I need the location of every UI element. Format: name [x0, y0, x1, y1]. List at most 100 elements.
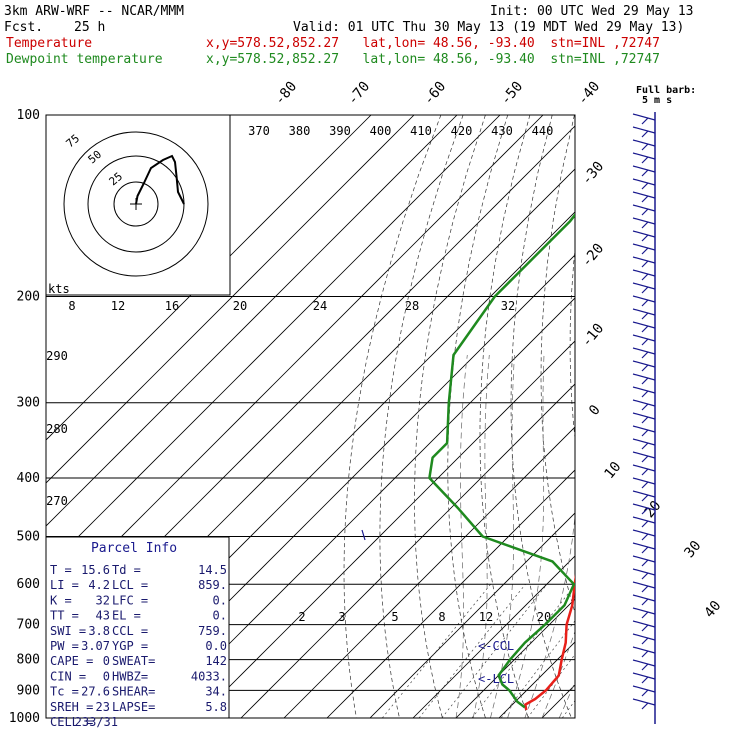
- wind-barb: [632, 555, 656, 563]
- moist-adiabat: [594, 355, 740, 718]
- parcel-row-label: LI =: [50, 578, 79, 592]
- ccl-label: <-CCL: [478, 639, 514, 653]
- dewpoint-station-info: x,y=578.52,852.27 lat,lon= 48.56, -93.40…: [206, 52, 660, 67]
- moist-adiabat: [507, 354, 545, 718]
- wind-barb: [632, 204, 656, 212]
- wind-barb: [632, 126, 656, 134]
- moist-adiabat: [455, 354, 468, 718]
- wind-barb: [632, 633, 656, 641]
- wind-barb: [632, 308, 656, 316]
- pressure-label-300: 300: [17, 396, 40, 411]
- theta-label-430: 430: [491, 124, 513, 138]
- dry-adiabat: [728, 115, 740, 731]
- wind-barb: [632, 217, 656, 225]
- parcel-row-label: K =: [50, 593, 72, 607]
- mixing-ratio-line: [418, 583, 526, 718]
- parcel-row-label2: LFC =: [112, 593, 148, 607]
- isotherm-line: [412, 555, 575, 718]
- barb-legend: Full barb:: [636, 85, 696, 96]
- wind-barb: [632, 568, 656, 576]
- parcel-row-value2: 14.5: [198, 563, 227, 577]
- pressure-label-900: 900: [17, 683, 40, 698]
- isotherm-line: [154, 297, 575, 718]
- dry-adiabat: [703, 115, 740, 731]
- parcel-row-value: 233/31: [75, 715, 118, 729]
- wind-barb: [632, 438, 656, 446]
- dry-adiabat: [414, 115, 486, 718]
- wind-barb: [632, 698, 656, 706]
- parcel-row-label: SWI =: [50, 624, 86, 638]
- wind-barb: [632, 256, 656, 264]
- isotherm-label--40: -40: [575, 79, 604, 109]
- valid-time: Valid: 01 UTC Thu 30 May 13 (19 MDT Wed …: [293, 20, 685, 35]
- pressure-label-200: 200: [17, 290, 40, 305]
- wind-barb-flag: [641, 182, 649, 190]
- isotherm-label-30: 30: [681, 538, 704, 561]
- wind-barb-flag: [641, 689, 649, 697]
- isotherm-label-40: 40: [701, 598, 724, 621]
- wind-barb: [632, 178, 656, 186]
- parcel-row-value: 32: [96, 593, 110, 607]
- wind-barb-flag: [641, 364, 649, 372]
- hodograph-speed-label-20: 20: [233, 299, 247, 313]
- isotherm-line: [240, 383, 575, 718]
- pressure-label-800: 800: [17, 653, 40, 668]
- wind-barb-flag: [641, 520, 649, 528]
- wind-barb-flag: [641, 637, 649, 645]
- parcel-row-value: 3.8: [88, 624, 110, 638]
- wind-barb-flag: [641, 351, 649, 359]
- wind-barb-flag: [641, 624, 649, 632]
- theta-label-400: 400: [370, 124, 392, 138]
- theta-label-390: 390: [329, 124, 351, 138]
- hodograph-speed-label-12: 12: [111, 299, 125, 313]
- wind-barb-flag: [641, 377, 649, 385]
- wind-barb: [632, 295, 656, 303]
- mixing-ratio-line: [527, 653, 575, 718]
- parcel-row-label: CELL =: [50, 715, 93, 729]
- pressure-label-600: 600: [17, 577, 40, 592]
- wind-barb: [632, 646, 656, 654]
- isotherm-label-0: 0: [586, 402, 604, 419]
- parcel-row-value2: 4033.: [191, 669, 227, 683]
- isotherm-line: [455, 598, 575, 718]
- parcel-row-value2: 0.: [213, 609, 227, 623]
- parcel-row-label: Tc =: [50, 685, 79, 699]
- isotherm-line: [658, 87, 740, 730]
- hodograph-speed-label-8: 8: [68, 299, 75, 313]
- wind-barb: [632, 386, 656, 394]
- parcel-row-label2: Td =: [112, 563, 141, 577]
- wind-barb-flag: [641, 169, 649, 177]
- barb-legend-units: 5 m s: [642, 95, 672, 106]
- isotherm-line: [46, 115, 372, 441]
- lcl-label: <-LCL: [478, 672, 514, 686]
- wind-barb: [632, 620, 656, 628]
- parcel-row-value2: 5.8: [205, 700, 227, 714]
- pressure-label-500: 500: [17, 529, 40, 544]
- wind-barb: [632, 672, 656, 680]
- wind-barb-flag: [641, 455, 649, 463]
- mixing-ratio-label-2: 2: [298, 610, 305, 624]
- dry-adiabat: [540, 115, 575, 614]
- isotherm-line: [197, 340, 575, 718]
- moist-adiabat: [472, 354, 490, 718]
- parcel-info-title: Parcel Info: [91, 541, 177, 556]
- wind-barb: [632, 451, 656, 459]
- wind-barb: [632, 425, 656, 433]
- wind-barb-flag: [641, 338, 649, 346]
- wind-barb-flag: [641, 195, 649, 203]
- wind-barb-flag: [641, 143, 649, 151]
- wind-barb: [632, 152, 656, 160]
- isotherm-line: [283, 426, 575, 718]
- wind-barb-flag: [641, 299, 649, 307]
- wind-barb-flag: [641, 468, 649, 476]
- theta-side-label-280: 280: [46, 422, 68, 436]
- parcel-panel-frame: [45, 536, 230, 719]
- hodograph-speed-label-16: 16: [165, 299, 179, 313]
- wind-barb: [632, 334, 656, 342]
- parcel-row-label2: CCL =: [112, 624, 148, 638]
- parcel-row-value2: 142: [205, 654, 227, 668]
- parcel-row-value2: 859.: [198, 578, 227, 592]
- parcel-row-value: 0: [103, 654, 110, 668]
- isotherm-label--70: -70: [345, 79, 374, 109]
- isotherm-label-10: 10: [601, 459, 624, 482]
